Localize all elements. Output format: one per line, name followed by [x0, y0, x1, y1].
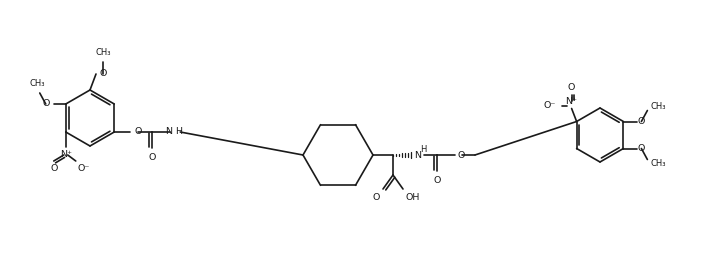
Text: O: O: [638, 144, 645, 153]
Text: N⁺: N⁺: [60, 150, 72, 159]
Text: CH₃: CH₃: [650, 159, 666, 168]
Text: OH: OH: [406, 193, 420, 202]
Text: O: O: [148, 153, 156, 162]
Text: O: O: [99, 69, 106, 79]
Text: O: O: [373, 193, 380, 202]
Text: O: O: [50, 164, 58, 173]
Text: H: H: [420, 146, 427, 154]
Text: O⁻: O⁻: [78, 164, 90, 173]
Text: N⁺: N⁺: [566, 96, 578, 105]
Text: O: O: [433, 176, 441, 185]
Text: O: O: [42, 99, 50, 108]
Text: CH₃: CH₃: [29, 79, 44, 88]
Text: O: O: [134, 127, 141, 137]
Text: O: O: [638, 117, 645, 126]
Text: O: O: [568, 82, 575, 92]
Text: CH₃: CH₃: [650, 102, 666, 111]
Text: CH₃: CH₃: [95, 48, 111, 57]
Text: N: N: [414, 150, 421, 160]
Text: O: O: [458, 150, 465, 160]
Text: O⁻: O⁻: [543, 101, 555, 110]
Text: N: N: [165, 127, 172, 137]
Text: H: H: [175, 127, 182, 137]
